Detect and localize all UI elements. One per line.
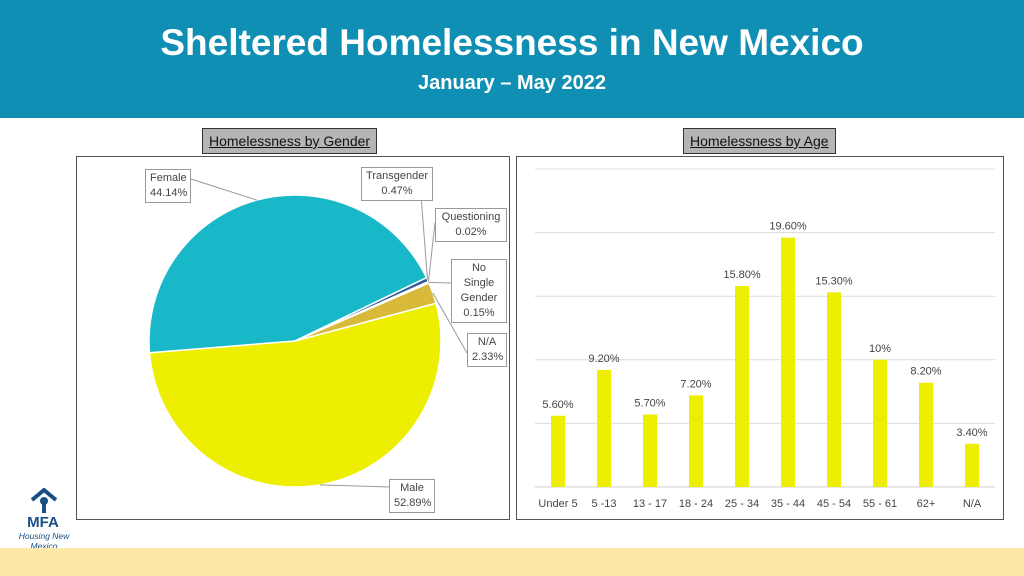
callout-transgender-label: Transgender	[366, 170, 428, 182]
data-label-25-34: 15.80%	[723, 269, 761, 281]
callout-no-single-gender-label: No Single Gender	[460, 262, 498, 304]
callout-na-label: N/A	[477, 336, 497, 348]
page-title: Sheltered Homelessness in New Mexico	[160, 22, 864, 63]
bar-under-5	[551, 415, 565, 487]
data-label-62: 8.20%	[910, 366, 941, 378]
callout-female-label: Female	[150, 172, 187, 184]
data-label-13-17: 5.70%	[634, 397, 665, 409]
callout-na: N/A 2.33%	[467, 333, 507, 367]
age-chart-panel: 5.60% Under 5 9.20% 5 -13 5.70% 13 - 17 7.20% 1…	[516, 156, 1004, 520]
age-bar-chart: 5.60% Under 5 9.20% 5 -13 5.70% 13 - 17 7.20% 1…	[535, 168, 995, 510]
bar-25-34	[735, 286, 749, 487]
bar-62	[919, 382, 933, 487]
callout-female: Female 44.14%	[145, 169, 191, 203]
mfa-logo: MFA Housing New Mexico	[8, 486, 80, 551]
callout-questioning-label: Questioning	[441, 211, 501, 223]
bar-13-17	[643, 414, 657, 487]
tick-label-under-5: Under 5	[538, 498, 577, 510]
tick-label-5-13: 5 -13	[591, 498, 616, 510]
data-label-45-54: 15.30%	[815, 275, 853, 287]
leader-line-transgender	[420, 194, 428, 280]
tick-label-13-17: 13 - 17	[633, 498, 667, 510]
callout-female-value: 44.14%	[150, 187, 188, 199]
pie-slice-male	[148, 302, 442, 488]
pie-slice-female	[148, 194, 428, 354]
data-label-18-24: 7.20%	[680, 378, 711, 390]
age-panel-heading: Homelessness by Age	[683, 128, 836, 154]
leader-line-no-single-gender	[428, 281, 452, 284]
callout-transgender: Transgender 0.47%	[361, 167, 433, 201]
bar-45-54	[827, 292, 841, 487]
leader-line-male	[319, 484, 390, 488]
callout-no-single-gender: No Single Gender 0.15%	[451, 259, 507, 323]
pie-slice-n-a	[294, 282, 437, 342]
bar-55-61	[873, 359, 887, 487]
callout-na-value: 2.33%	[472, 351, 504, 363]
callout-male: Male 52.89%	[389, 479, 435, 513]
tick-label-35-44: 35 - 44	[771, 498, 805, 510]
data-label-35-44: 19.60%	[769, 221, 807, 233]
callout-male-value: 52.89%	[394, 497, 432, 509]
tick-label-25-34: 25 - 34	[725, 498, 759, 510]
callout-questioning-value: 0.02%	[455, 226, 487, 238]
logo-name: MFA	[27, 514, 59, 531]
callout-male-label: Male	[400, 482, 424, 494]
data-label-n-a: 3.40%	[956, 427, 987, 439]
gender-chart-panel: Female 44.14% Transgender 0.47% Question…	[76, 156, 510, 520]
leader-line-questioning	[427, 222, 436, 282]
data-label-5-13: 9.20%	[588, 353, 619, 365]
callout-no-single-gender-value: 0.15%	[463, 307, 495, 319]
tick-label-62: 62+	[917, 498, 936, 510]
tick-label-55-61: 55 - 61	[863, 498, 897, 510]
bar-n-a	[965, 443, 979, 487]
leader-line-n-a	[432, 292, 468, 354]
bar-18-24	[689, 395, 703, 487]
logo-tagline: Housing New Mexico	[18, 531, 70, 551]
tick-label-18-24: 18 - 24	[679, 498, 713, 510]
bar-5-13	[597, 369, 611, 487]
data-label-under-5: 5.60%	[542, 399, 573, 411]
gender-panel-heading: Homelessness by Gender	[202, 128, 378, 154]
bar-35-44	[781, 237, 795, 487]
gender-pie-chart	[148, 178, 468, 488]
callout-transgender-value: 0.47%	[381, 185, 413, 197]
header-banner: Sheltered Homelessness in New Mexico Jan…	[0, 0, 1024, 118]
data-label-55-61: 10%	[869, 343, 891, 355]
footer-bar	[0, 548, 1024, 576]
tick-label-45-54: 45 - 54	[817, 498, 851, 510]
callout-questioning: Questioning 0.02%	[435, 208, 507, 242]
page-subtitle: January – May 2022	[418, 72, 606, 94]
leader-line-female	[190, 178, 258, 201]
house-keyhole-icon	[30, 488, 58, 513]
tick-label-n-a: N/A	[963, 498, 982, 510]
